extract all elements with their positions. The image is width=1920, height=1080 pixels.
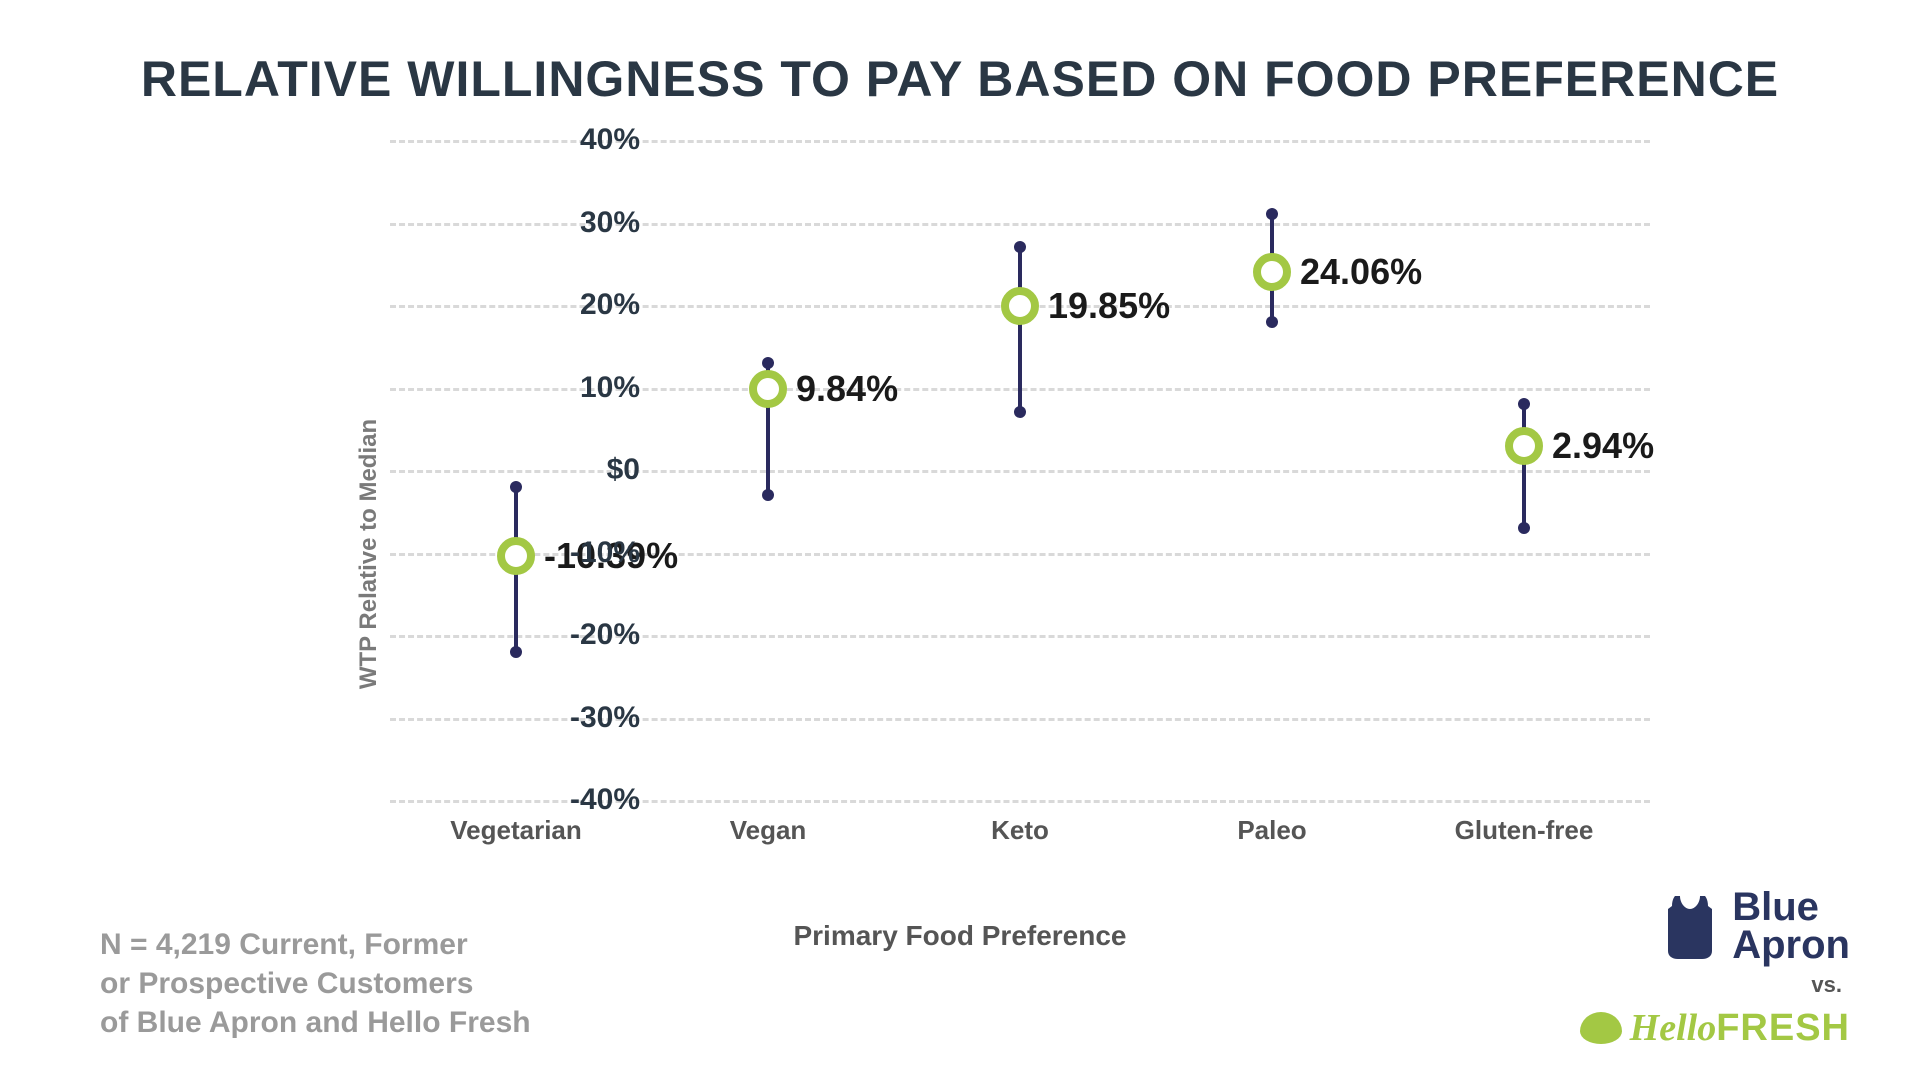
value-label: 9.84% — [796, 368, 898, 410]
x-tick-label: Paleo — [1237, 815, 1306, 846]
value-label: 24.06% — [1300, 251, 1422, 293]
x-tick-label: Keto — [991, 815, 1049, 846]
blue-apron-text: BlueApron — [1732, 888, 1850, 964]
error-cap-high — [1266, 208, 1278, 220]
y-tick-label: -40% — [520, 783, 640, 817]
error-cap-high — [762, 357, 774, 369]
y-tick-label: 20% — [520, 288, 640, 322]
chart-title: RELATIVE WILLINGNESS TO PAY BASED ON FOO… — [0, 50, 1920, 108]
y-tick-label: 10% — [520, 371, 640, 405]
footnote-line: or Prospective Customers — [100, 964, 531, 1003]
value-marker — [1253, 253, 1291, 291]
brand-logos: BlueApron vs. HelloFRESH — [1580, 888, 1850, 1050]
y-tick-label: $0 — [520, 453, 640, 487]
error-cap-high — [1518, 398, 1530, 410]
value-marker — [1505, 427, 1543, 465]
sample-footnote: N = 4,219 Current, Former or Prospective… — [100, 925, 531, 1042]
error-cap-low — [1266, 316, 1278, 328]
x-tick-label: Gluten-free — [1455, 815, 1594, 846]
lime-icon — [1580, 1012, 1622, 1044]
y-tick-label: -20% — [520, 618, 640, 652]
error-cap-high — [1014, 241, 1026, 253]
value-marker — [1001, 287, 1039, 325]
y-tick-label: -30% — [520, 701, 640, 735]
error-cap-low — [1518, 522, 1530, 534]
y-axis-label: WTP Relative to Median — [355, 419, 383, 689]
y-tick-label: 30% — [520, 206, 640, 240]
x-tick-label: Vegan — [730, 815, 807, 846]
x-tick-label: Vegetarian — [450, 815, 582, 846]
footnote-line: of Blue Apron and Hello Fresh — [100, 1003, 531, 1042]
error-bar — [1018, 247, 1022, 412]
blue-apron-logo: BlueApron — [1580, 888, 1850, 964]
error-bar — [1522, 404, 1526, 528]
vs-text: vs. — [1580, 972, 1842, 998]
value-marker — [749, 370, 787, 408]
apron-icon — [1660, 891, 1720, 961]
y-tick-label: -10% — [520, 536, 640, 570]
value-label: 19.85% — [1048, 285, 1170, 327]
y-tick-label: 40% — [520, 123, 640, 157]
value-label: 2.94% — [1552, 425, 1654, 467]
footnote-line: N = 4,219 Current, Former — [100, 925, 531, 964]
hellofresh-logo: HelloFRESH — [1580, 1006, 1850, 1050]
hellofresh-text: HelloFRESH — [1630, 1006, 1850, 1050]
error-cap-low — [762, 489, 774, 501]
error-cap-low — [1014, 406, 1026, 418]
